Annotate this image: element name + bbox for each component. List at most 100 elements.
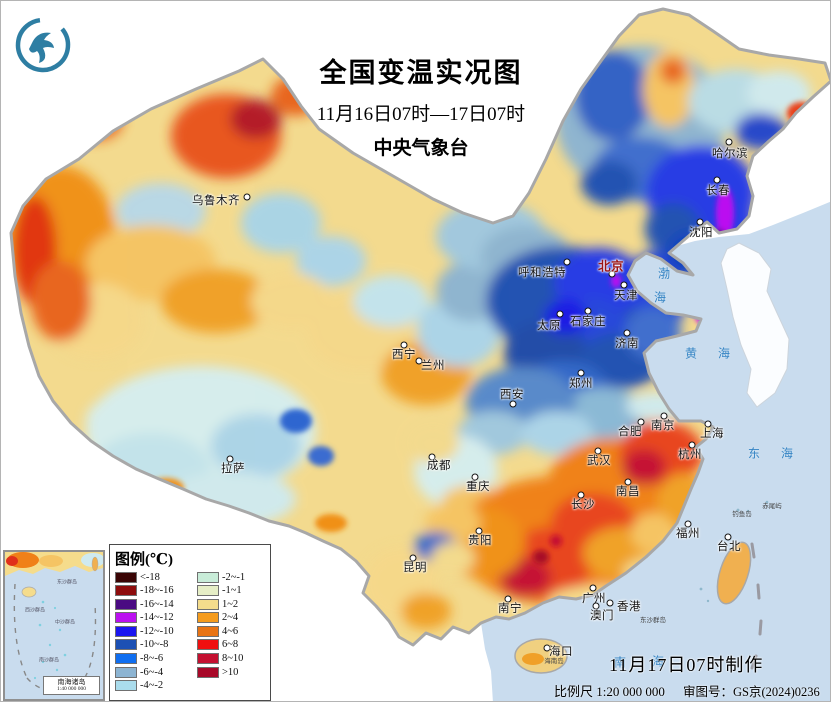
legend-color-swatch — [197, 571, 219, 583]
legend-label: -18~-16 — [140, 585, 174, 597]
city-label: 拉萨 — [221, 463, 245, 475]
legend-color-swatch — [115, 612, 137, 624]
sea-name-label: 海 — [651, 654, 665, 669]
legend-label: 6~8 — [222, 639, 239, 651]
city-label: 澳门 — [590, 610, 614, 622]
city-dot — [428, 453, 436, 461]
city-dot — [563, 258, 571, 266]
dragon-icon — [29, 32, 54, 63]
city-dot — [623, 329, 631, 337]
legend-label: 4~6 — [222, 625, 239, 637]
city-label: 香港 — [617, 601, 641, 613]
legend-label: 8~10 — [222, 653, 244, 665]
city-dot — [704, 420, 712, 428]
sea-name-label: 东 — [747, 446, 761, 461]
city-dot — [577, 491, 585, 499]
korea-landmass — [720, 242, 790, 408]
sea-name-label: 海 — [780, 446, 794, 461]
city-label: 海口 — [549, 646, 573, 658]
legend-box: 图例(℃) <-18 -18~-16 -16~-14 -14~-12 -12~-10 -1… — [109, 544, 271, 701]
inset-scale: 1:40 000 000 — [56, 686, 87, 692]
island-label: 钓鱼岛 — [732, 511, 752, 518]
legend-item: -16~-14 — [115, 598, 191, 610]
legend-item: <-18 — [115, 571, 191, 583]
legend-item: 6~8 — [197, 639, 245, 651]
inset-island-label: 南沙群岛 — [38, 658, 60, 664]
legend-label: -1~1 — [222, 585, 242, 597]
legend-item: -8~-6 — [115, 653, 191, 665]
inset-island-label: 西沙群岛 — [24, 608, 46, 614]
city-dot — [243, 193, 251, 201]
city-dot — [660, 412, 668, 420]
city-dot — [400, 341, 408, 349]
city-dot — [608, 270, 616, 278]
legend-color-swatch — [197, 666, 219, 678]
city-label: 石家庄 — [570, 316, 606, 328]
legend-color-swatch — [115, 639, 137, 651]
legend-title: 图例(℃) — [115, 552, 173, 568]
inset-title: 南海诸岛 — [57, 678, 86, 686]
city-dot — [592, 602, 600, 610]
inset-island-label: 中沙群岛 — [54, 620, 76, 626]
city-dot — [509, 400, 517, 408]
legend-item: -4~-2 — [115, 680, 191, 692]
legend-label: -8~-6 — [140, 653, 164, 665]
legend-color-swatch — [115, 598, 137, 610]
inset-nine-dash-line — [13, 583, 97, 693]
nine-dash-line — [750, 542, 763, 670]
logo-ring — [15, 17, 71, 73]
south-china-sea-inset: 东沙群岛 西沙群岛 中沙群岛 南沙群岛 南海诸岛 1:40 000 000 — [3, 550, 105, 701]
legend-item: >10 — [197, 666, 245, 678]
city-label: 太原 — [537, 320, 561, 332]
china-border — [9, 7, 830, 647]
city-label: 乌鲁木齐 — [192, 195, 240, 207]
city-dot — [696, 218, 704, 226]
legend-label: -16~-14 — [140, 598, 174, 610]
legend-color-swatch — [197, 598, 219, 610]
legend-item: -14~-12 — [115, 612, 191, 624]
city-label: 福州 — [676, 528, 700, 540]
legend-color-swatch — [115, 680, 137, 692]
city-label: 南昌 — [616, 486, 640, 498]
city-label: 济南 — [615, 338, 639, 350]
city-dot — [624, 478, 632, 486]
city-label: 南宁 — [498, 603, 522, 615]
legend-label: -10~-8 — [140, 639, 169, 651]
legend-label: >10 — [222, 666, 239, 678]
production-time: 11月17日07时制作 — [609, 655, 764, 675]
sea-name-label: 海 — [653, 290, 667, 305]
city-label: 郑州 — [569, 378, 593, 390]
city-label: 武汉 — [587, 455, 611, 467]
legend-label: 2~4 — [222, 612, 239, 624]
city-dot — [504, 595, 512, 603]
legend-column-left: <-18 -18~-16 -16~-14 -14~-12 -12~-10 -10~-8 -8… — [115, 571, 191, 692]
sea-name-label: 渤 — [657, 266, 671, 281]
city-label: 西宁 — [392, 349, 416, 361]
legend-item: 4~6 — [197, 625, 245, 637]
city-dot — [556, 310, 564, 318]
city-dot — [725, 138, 733, 146]
island-label: 东沙群岛 — [640, 617, 666, 624]
legend-item: 8~10 — [197, 653, 245, 665]
city-dot — [543, 644, 551, 652]
legend-item: -12~-10 — [115, 625, 191, 637]
sea-name-label: 南 — [613, 655, 627, 670]
city-label: 合肥 — [618, 426, 642, 438]
legend-item: -2~-1 — [197, 571, 245, 583]
sea-name-label: 海 — [717, 346, 731, 361]
approval-number: 审图号：GS京(2024)0236号 — [683, 685, 820, 699]
legend-label: -6~-4 — [140, 666, 164, 678]
legend-label: -14~-12 — [140, 612, 174, 624]
city-label: 西安 — [500, 389, 524, 401]
city-label: 哈尔滨 — [712, 148, 748, 160]
city-dot — [684, 520, 692, 528]
city-label: 上海 — [700, 428, 724, 440]
city-label: 沈阳 — [689, 227, 713, 239]
city-dot — [606, 599, 614, 607]
city-label: 天津 — [614, 290, 638, 302]
small-islands — [699, 500, 769, 603]
legend-label: -12~-10 — [140, 625, 174, 637]
legend-color-swatch — [115, 666, 137, 678]
